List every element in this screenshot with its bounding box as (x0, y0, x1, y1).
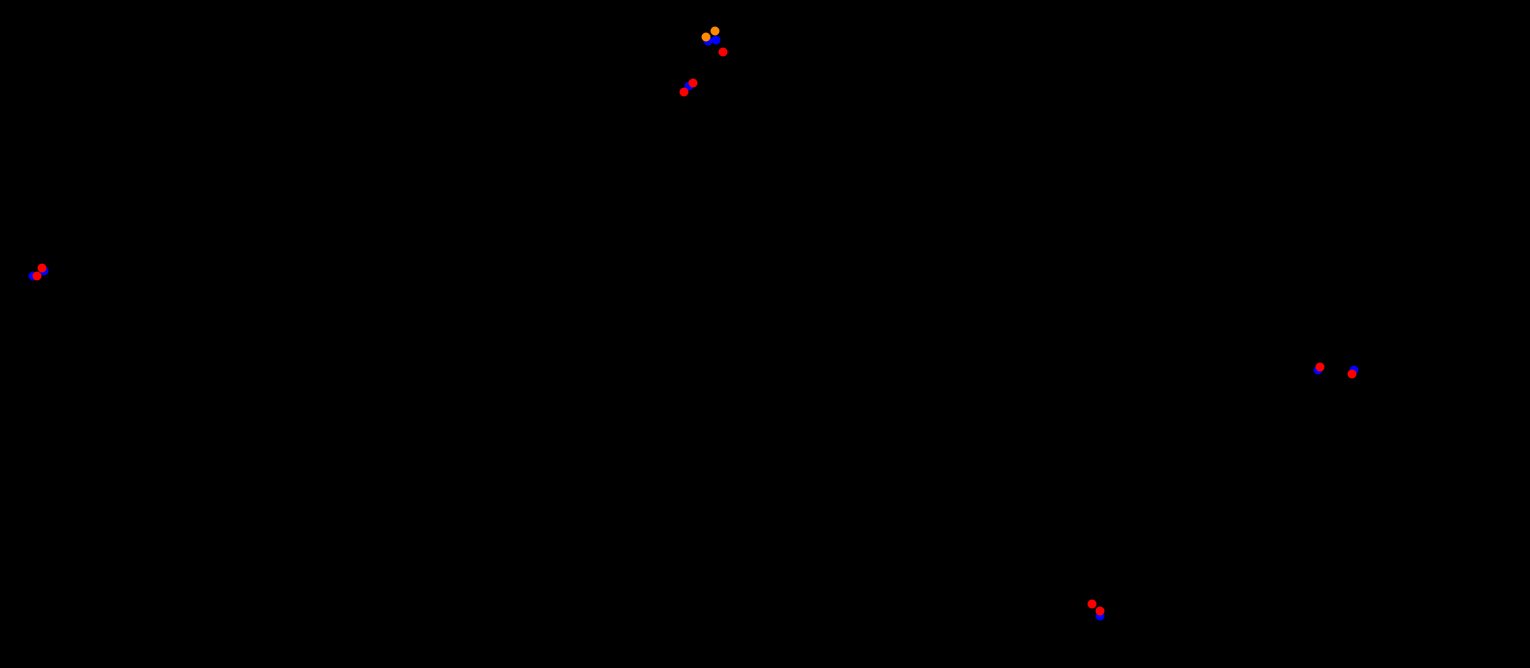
data-point-red (1087, 599, 1097, 608)
data-point-red (1315, 362, 1324, 371)
data-point-orange (710, 26, 719, 35)
data-point-red (688, 78, 697, 87)
data-point-red (1347, 369, 1356, 379)
data-point-red (37, 263, 46, 272)
data-point-red (1095, 606, 1105, 616)
data-point-red (32, 271, 41, 280)
data-point-red (679, 87, 688, 97)
data-point-blue (1095, 611, 1105, 621)
data-point-red (718, 47, 728, 57)
data-point-orange (701, 32, 711, 41)
data-point-blue (711, 35, 721, 45)
